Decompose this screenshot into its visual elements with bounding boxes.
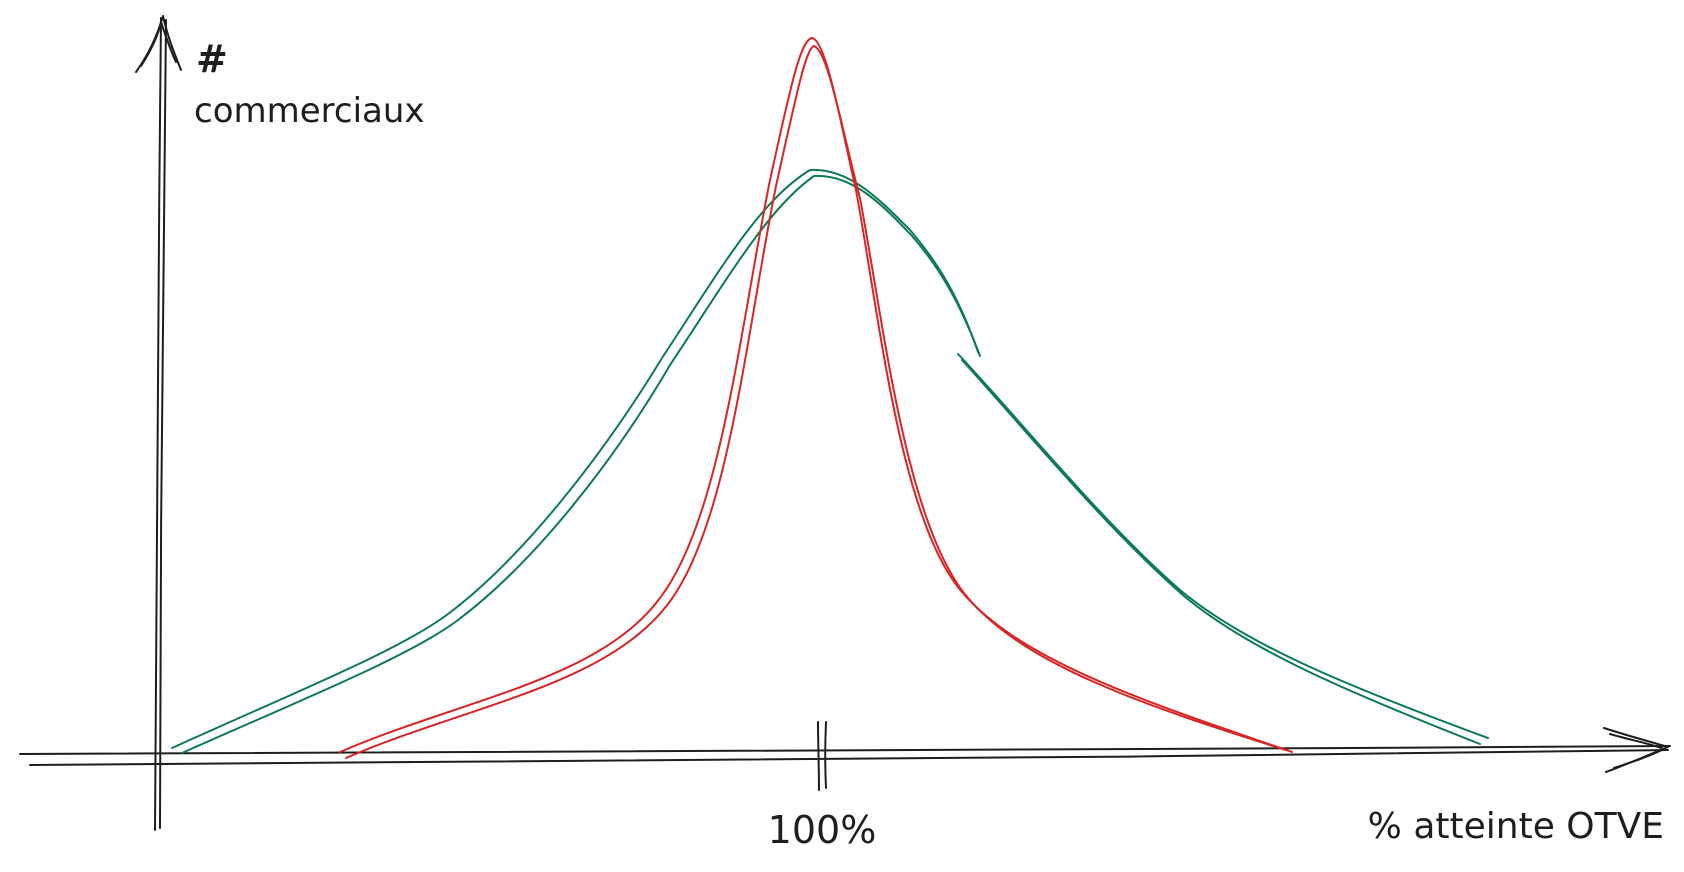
x-axis [19, 727, 1671, 773]
x-axis-label: % atteinte OTVE [1368, 806, 1664, 847]
center-tick [817, 721, 827, 791]
center-tick-label: 100% [768, 808, 877, 852]
y-axis [135, 15, 182, 831]
y-axis-symbol: # [196, 37, 228, 81]
y-axis-label: commerciaux [194, 91, 425, 131]
wide-distribution-curve [171, 168, 1489, 754]
narrow-distribution-curve [339, 37, 1293, 759]
